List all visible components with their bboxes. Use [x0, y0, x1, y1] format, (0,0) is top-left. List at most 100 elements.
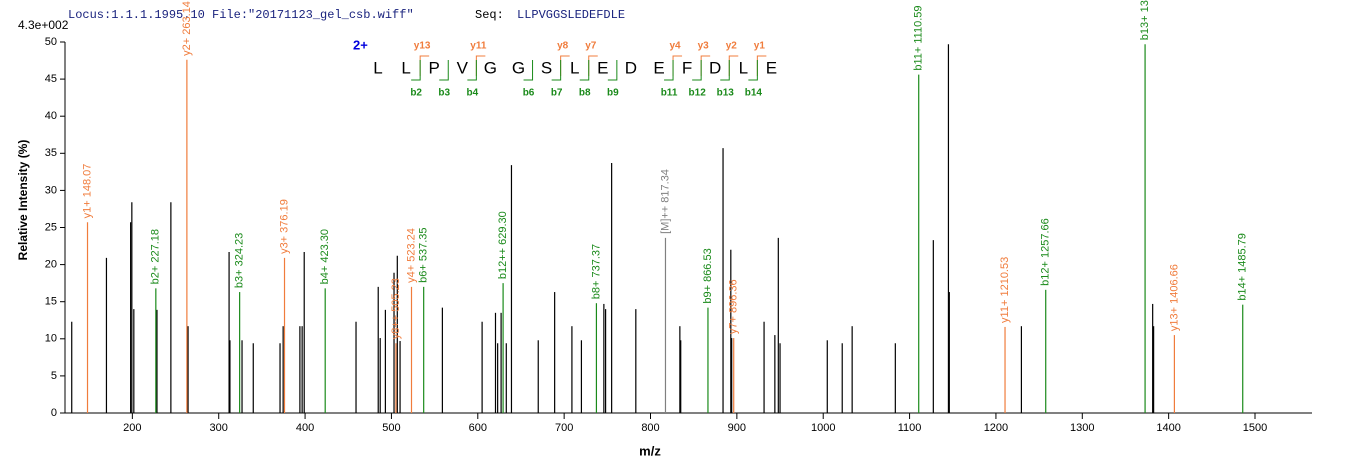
- y-tick-label: 0: [51, 407, 57, 419]
- y-ion-label: y3: [698, 41, 710, 52]
- b-bracket: [579, 60, 590, 81]
- y-ion-label: y1: [754, 41, 766, 52]
- x-tick-label: 200: [123, 422, 141, 434]
- y-ion-label: y11: [470, 41, 487, 52]
- x-tick-label: 600: [469, 422, 487, 434]
- sequence: LLPVGGSLEDEFDLE: [517, 8, 625, 22]
- y-ion-label: y4: [669, 41, 681, 52]
- peak-label: b11+ 1110.59: [913, 5, 925, 70]
- b-ion-label: b13: [717, 88, 735, 99]
- residue: D: [709, 58, 721, 77]
- x-tick-label: 800: [641, 422, 659, 434]
- b-bracket: [720, 60, 730, 81]
- y-tick-label: 50: [45, 36, 57, 48]
- peak-label: y11+ 1210.53: [999, 257, 1011, 323]
- b-bracket: [692, 60, 702, 81]
- x-tick-label: 700: [555, 422, 573, 434]
- residue: E: [653, 58, 664, 77]
- b-ion-label: b11: [661, 88, 678, 99]
- y-tick-label: 35: [45, 147, 57, 159]
- peak-label: y3+ 376.19: [278, 199, 290, 254]
- y-bracket: [672, 55, 683, 76]
- peak-label: b6+ 537.35: [418, 227, 430, 282]
- peak-label: [M]++ 817.34: [659, 169, 671, 234]
- residue: G: [512, 58, 525, 77]
- charge-label: 2+: [353, 37, 368, 52]
- y-tick-label: 25: [45, 221, 57, 233]
- b-bracket: [607, 60, 618, 81]
- b-bracket: [439, 60, 449, 81]
- residue: P: [429, 58, 440, 77]
- y-tick-label: 10: [45, 333, 57, 345]
- b-ion-label: b6: [523, 88, 535, 99]
- b-bracket: [523, 60, 534, 81]
- residue: E: [766, 58, 777, 77]
- b-bracket: [551, 60, 562, 81]
- y-ion-label: y2: [726, 41, 738, 52]
- b-ion-label: b2: [410, 88, 422, 99]
- x-axis-label: m/z: [639, 443, 661, 458]
- x-tick-label: 900: [728, 422, 746, 434]
- residue: D: [625, 58, 637, 77]
- b-bracket: [467, 60, 477, 81]
- header: Locus:1.1.1.1995.10 File:"20171123_gel_c…: [68, 8, 414, 22]
- residue: L: [401, 58, 410, 77]
- peak-label: b8+ 737.37: [590, 244, 602, 299]
- peak-label: b14+ 1485.79: [1237, 233, 1249, 301]
- b-ion-label: b8: [579, 88, 591, 99]
- y-bracket: [728, 55, 739, 76]
- peak-label: b4+ 423.30: [319, 229, 331, 284]
- x-tick-label: 500: [382, 422, 400, 434]
- residue: L: [570, 58, 579, 77]
- residue: S: [541, 58, 552, 77]
- b-bracket: [748, 60, 758, 81]
- peak-label: y2+ 263.14: [181, 1, 193, 56]
- y-tick-label: 5: [51, 370, 57, 382]
- b-ion-label: b3: [438, 88, 450, 99]
- x-tick-label: 1100: [898, 422, 922, 434]
- x-tick-label: 1300: [1070, 422, 1094, 434]
- peak-label: y4+ 523.24: [405, 228, 417, 283]
- residue: G: [484, 58, 497, 77]
- y-tick-label: 15: [45, 296, 57, 308]
- peak-label: y8++ 505.23: [390, 278, 402, 339]
- b-bracket: [664, 60, 674, 81]
- y-tick-label: 20: [45, 259, 57, 271]
- x-tick-label: 1500: [1243, 422, 1267, 434]
- x-tick-label: 1400: [1156, 422, 1180, 434]
- y-tick-label: 40: [45, 110, 57, 122]
- y-bracket: [560, 55, 570, 76]
- residue: V: [457, 58, 469, 77]
- b-ion-label: b4: [467, 88, 479, 99]
- y-axis-label: Relative Intensity (%): [16, 140, 30, 261]
- peak-label: b2+ 227.18: [150, 229, 162, 284]
- b-ion-label: b7: [551, 88, 563, 99]
- y-ion-label: y7: [585, 41, 597, 52]
- y-ion-label: y13: [414, 41, 431, 52]
- peak-label: b12++ 629.30: [497, 211, 509, 279]
- peak-label: y1+ 148.07: [81, 164, 93, 219]
- residue: L: [739, 58, 748, 77]
- y-tick-label: 30: [45, 184, 57, 196]
- seq-label: Seq:: [475, 8, 504, 22]
- peak-label: b3+ 324.23: [234, 233, 246, 288]
- y-scale-label: 4.3e+002: [18, 18, 69, 32]
- peak-label: b9+ 866.53: [702, 248, 714, 303]
- y-tick-label: 45: [45, 73, 57, 85]
- residue: E: [597, 58, 608, 77]
- x-tick-label: 300: [210, 422, 228, 434]
- residue: F: [682, 58, 692, 77]
- b-bracket: [411, 60, 421, 81]
- y-ion-label: y8: [557, 41, 569, 52]
- x-tick-label: 1200: [984, 422, 1008, 434]
- b-ion-label: b12: [689, 88, 707, 99]
- x-tick-label: 400: [296, 422, 314, 434]
- residue: L: [373, 58, 382, 77]
- x-tick-label: 1000: [811, 422, 835, 434]
- peak-label: y13+ 1406.66: [1168, 264, 1180, 331]
- peak-label: b13+ 1372.70: [1139, 0, 1151, 40]
- b-ion-label: b14: [745, 88, 763, 99]
- b-ion-label: b9: [607, 88, 619, 99]
- peak-label: y7+ 896.36: [728, 279, 740, 334]
